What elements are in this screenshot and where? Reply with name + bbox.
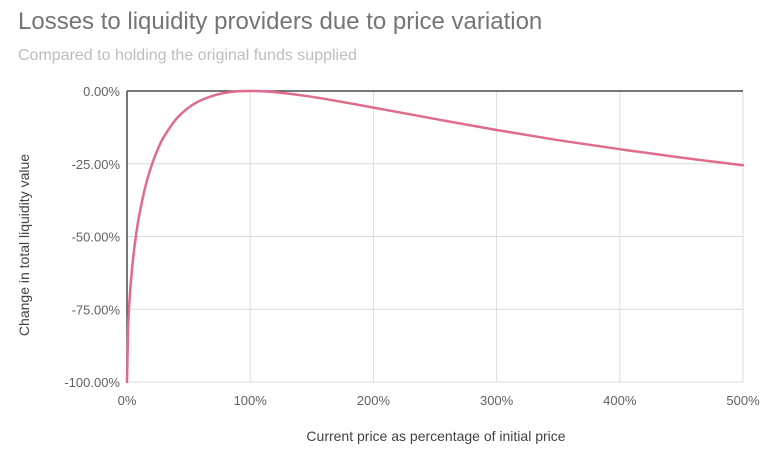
- y-tick-label: -25.00%: [72, 157, 121, 172]
- y-tick-label: -75.00%: [72, 302, 121, 317]
- grid-lines: [127, 91, 744, 383]
- x-tick-label: 300%: [480, 393, 514, 408]
- chart-subtitle: Compared to holding the original funds s…: [18, 47, 357, 64]
- y-tick-label: -50.00%: [72, 230, 121, 245]
- x-axis-title: Current price as percentage of initial p…: [306, 428, 565, 444]
- y-tick-label: -100.00%: [64, 375, 120, 390]
- x-tick-label: 0%: [118, 393, 137, 408]
- x-tick-label: 500%: [726, 393, 760, 408]
- y-tick-labels: 0.00% -25.00% -50.00% -75.00% -100.00%: [64, 84, 120, 390]
- y-tick-label: 0.00%: [83, 84, 120, 99]
- x-tick-label: 400%: [603, 393, 637, 408]
- x-tick-label: 200%: [357, 393, 391, 408]
- x-tick-label: 100%: [234, 393, 268, 408]
- chart-title: Losses to liquidity providers due to pri…: [18, 8, 543, 35]
- series-line: [125, 89, 745, 384]
- y-axis-title: Change in total liquidity value: [16, 154, 32, 336]
- x-tick-labels: 0% 100% 200% 300% 400% 500%: [118, 393, 760, 408]
